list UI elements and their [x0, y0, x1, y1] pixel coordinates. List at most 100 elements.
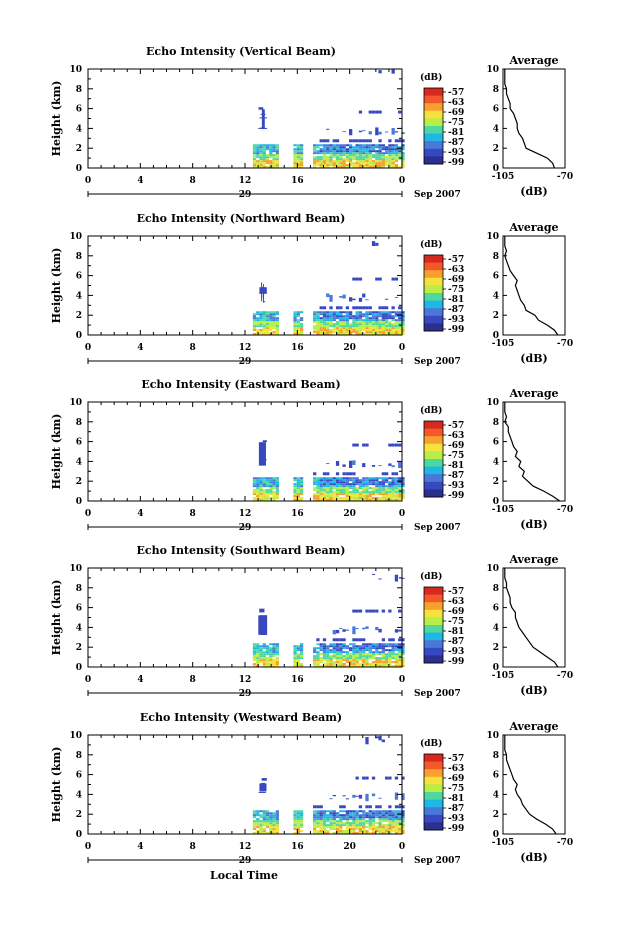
heatmap-cell: [368, 826, 372, 829]
heatmap-cell: [365, 443, 369, 447]
heatmap-cell: [349, 129, 353, 136]
heatmap-cell: [345, 818, 350, 821]
heatmap-cell: [378, 110, 382, 114]
heatmap-cell: [262, 477, 266, 480]
heatmap-cell: [378, 661, 382, 664]
heatmap-cell: [342, 477, 346, 480]
heatmap-cell: [368, 810, 372, 813]
heatmap-cell: [313, 818, 317, 821]
heatmap-cell: [375, 321, 379, 324]
heatmap-cell: [332, 313, 336, 316]
avg-x-tick-label: -105: [492, 838, 515, 848]
colorbar-tick-label: -57: [448, 587, 464, 597]
heatmap-cell: [345, 327, 350, 330]
heatmap-cell: [352, 479, 356, 482]
heatmap-cell: [296, 311, 300, 314]
heatmap-cell: [256, 651, 260, 654]
colorbar-frame: [423, 753, 444, 831]
heatmap-cell: [375, 497, 379, 500]
heatmap-cell: [335, 166, 340, 168]
heatmap-cell: [262, 651, 266, 654]
heatmap-cell: [296, 826, 300, 829]
heatmap-cell: [401, 832, 405, 834]
heatmap-cell: [335, 657, 340, 660]
heatmap-cell: [275, 820, 280, 823]
heatmap-cell: [326, 489, 330, 492]
avg-x-tick-label: -105: [492, 172, 515, 182]
heatmap-cell: [391, 824, 395, 827]
heatmap-cell: [293, 655, 297, 658]
heatmap-cell: [252, 665, 257, 667]
heatmap-cell: [319, 822, 323, 825]
heatmap-cell: [371, 647, 376, 650]
heatmap-cell: [259, 649, 263, 652]
heatmap-cell: [296, 154, 300, 157]
heatmap-cell: [272, 828, 276, 831]
y-axis-label: Height (km): [50, 248, 63, 324]
heatmap-cell: [265, 158, 270, 161]
heatmap-cell: [358, 828, 363, 831]
heatmap-cell: [335, 655, 340, 658]
heatmap-cell: [398, 805, 402, 809]
heatmap-cell: [352, 154, 356, 157]
heatmap-cell: [365, 830, 369, 833]
heatmap-cell: [355, 816, 359, 819]
heatmap-cell: [352, 665, 356, 667]
heatmap-cell: [358, 156, 363, 159]
colorbar-tick-label: -87: [448, 804, 464, 814]
heatmap-cell: [293, 499, 297, 501]
heatmap-cell: [259, 790, 265, 792]
heatmap-cell: [272, 655, 276, 658]
heatmap-cell: [375, 663, 379, 666]
heatmap-cell: [358, 816, 363, 819]
x-tick-label: 0: [85, 509, 91, 519]
heatmap-cell: [388, 150, 392, 153]
heatmap-cell: [322, 822, 327, 825]
heatmap-cell: [319, 313, 323, 316]
heatmap-cell: [326, 152, 330, 155]
heatmap-cell: [355, 306, 359, 310]
heatmap-cell: [339, 150, 343, 153]
heatmap-cell: [342, 643, 346, 646]
avg-title: Average: [508, 553, 558, 566]
heatmap-cell: [259, 820, 263, 823]
heatmap-cell: [375, 477, 379, 480]
heatmap-cell: [313, 150, 317, 153]
heatmap-cell: [401, 643, 405, 646]
heatmap-cell: [401, 331, 405, 334]
heatmap-cell: [381, 649, 385, 652]
heatmap-cell: [365, 665, 369, 667]
heatmap-cell: [335, 665, 340, 667]
heatmap-cell: [362, 814, 366, 817]
heatmap-cell: [342, 325, 346, 328]
heatmap-cell: [384, 479, 389, 482]
heatmap-cell: [296, 657, 300, 660]
heatmap-cell: [342, 805, 346, 809]
heatmap-cell: [375, 158, 379, 161]
heatmap-cell: [394, 327, 399, 330]
heatmap-cell: [349, 824, 353, 827]
heatmap-cell: [339, 479, 343, 482]
heatmap-cell: [335, 315, 340, 318]
heatmap-cell: [262, 317, 266, 320]
heatmap-cell: [329, 479, 333, 482]
heatmap-cell: [326, 493, 330, 496]
heatmap-cell: [384, 649, 389, 652]
heatmap-cell: [378, 805, 382, 809]
heatmap-cell: [388, 443, 392, 447]
heatmap-cell: [388, 805, 392, 809]
heatmap-cell: [349, 822, 353, 825]
heatmap-cell: [275, 154, 280, 157]
heatmap-cell: [401, 824, 405, 827]
heatmap-cell: [381, 818, 385, 821]
x-tick-label: 8: [190, 675, 196, 685]
heatmap-cell: [342, 814, 346, 817]
heatmap-cell: [252, 166, 257, 168]
heatmap-cell: [262, 158, 266, 161]
heatmap-cell: [313, 472, 317, 476]
heatmap-cell: [381, 148, 385, 151]
heatmap-cell: [352, 443, 356, 447]
heatmap-cell: [269, 491, 273, 494]
avg-frame: [502, 401, 566, 502]
heatmap-cell: [322, 655, 327, 658]
